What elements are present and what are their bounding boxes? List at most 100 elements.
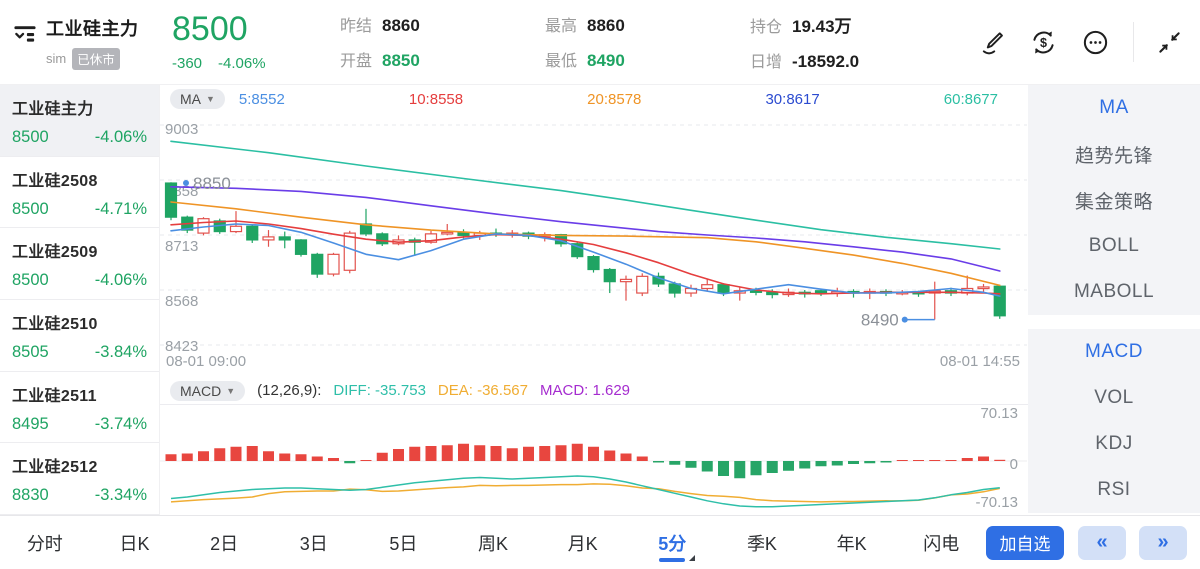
macd-bar	[441, 445, 453, 461]
watchlist-item-name: 工业硅主力	[12, 101, 94, 118]
indicator-item-vol[interactable]: VOL	[1094, 387, 1134, 408]
tab-月K[interactable]: 月K	[538, 516, 628, 569]
macd-legend-value: DIFF: -35.753	[333, 382, 426, 399]
candle-body	[246, 225, 259, 241]
candle-body	[814, 290, 828, 294]
candle-body	[294, 239, 308, 255]
dea-line	[170, 483, 1000, 503]
tab-5日[interactable]: 5日	[359, 516, 449, 569]
macd-bar	[653, 461, 664, 463]
page-prev-button[interactable]: «	[1078, 525, 1126, 560]
ma-line-ma5	[170, 223, 1001, 297]
collapse-icon[interactable]	[1157, 30, 1182, 55]
watchlist-icon[interactable]	[12, 21, 37, 46]
indicator-item-rsi[interactable]: RSI	[1097, 479, 1131, 500]
indicator-item-maboll[interactable]: MABOLL	[1073, 281, 1155, 302]
indicator-item-kdj[interactable]: KDJ	[1095, 433, 1133, 454]
macd-legend-value: MACD: 1.629	[539, 382, 631, 399]
watchlist-item[interactable]: 工业硅2511 8495 -3.74%	[0, 372, 159, 444]
macd-bar	[246, 446, 258, 461]
macd-bar	[588, 446, 599, 461]
macd-bar	[490, 446, 502, 461]
tab-周K[interactable]: 周K	[448, 516, 538, 569]
market-status-badge: 已休市	[72, 47, 120, 70]
candle-body	[587, 256, 600, 271]
indicator-item-boll[interactable]: BOLL	[1088, 235, 1140, 256]
watchlist-item[interactable]: 工业硅2512 8830 -3.34%	[0, 443, 159, 516]
stat-label: 昨结	[340, 18, 373, 35]
tab-2日[interactable]: 2日	[179, 516, 269, 569]
draw-icon[interactable]	[979, 29, 1006, 56]
price-ytick: 8568	[165, 293, 198, 310]
tab-dropdown-caret	[689, 555, 696, 561]
macd-bar	[685, 461, 697, 468]
candle-body	[717, 284, 730, 294]
tab-分时[interactable]: 分时	[0, 516, 90, 569]
diff-line	[170, 475, 1000, 508]
time-tick-start: 08-01 09:00	[166, 353, 246, 370]
ma-line-ma20	[170, 201, 1001, 287]
macd-bar	[783, 461, 794, 471]
indicator-item-趋势先锋[interactable]: 趋势先锋	[1074, 145, 1153, 167]
macd-bar	[896, 460, 908, 461]
watchlist-item[interactable]: 工业硅2510 8505 -3.84%	[0, 300, 159, 372]
macd-bar	[311, 456, 323, 461]
currency-refresh-icon[interactable]: $	[1029, 28, 1058, 57]
add-watchlist-button[interactable]: 加自选	[986, 525, 1064, 560]
tab-日K[interactable]: 日K	[90, 516, 180, 569]
macd-bar	[458, 443, 469, 461]
watchlist-item-price: 8500	[12, 271, 49, 290]
macd-bar	[718, 461, 729, 476]
stat-value: -18592.0	[792, 52, 860, 71]
indicator-panel: MA 趋势先锋集金策略 BOLL MABOLL MACD VOL KDJ RSI	[1028, 85, 1200, 515]
stat-value: 8850	[382, 51, 420, 70]
more-circle-icon[interactable]	[1081, 28, 1110, 57]
macd-ytick: 0	[1010, 456, 1018, 473]
macd-bar	[994, 459, 1006, 461]
watchlist-item-price: 8495	[12, 414, 49, 433]
stat-label: 开盘	[340, 53, 373, 70]
macd-bar	[945, 460, 957, 461]
macd-bar	[198, 451, 209, 461]
indicator-item-ma[interactable]: MA	[1099, 97, 1129, 118]
tab-闪电[interactable]: 闪电	[896, 516, 986, 569]
watchlist-item-name: 工业硅2509	[12, 244, 98, 262]
ma-legend-value: 5:8552	[238, 90, 285, 108]
macd-bar	[214, 448, 226, 461]
price-change: -360	[172, 55, 203, 72]
stat-row: 开盘 8850	[340, 47, 545, 71]
indicator-group-divider	[1028, 315, 1200, 329]
candle-body	[278, 236, 291, 241]
stat-column: 持仓 19.43万 日增 -18592.0	[750, 12, 955, 72]
watchlist-item-name: 工业硅2510	[12, 316, 98, 334]
watchlist-item-price: 8500	[12, 128, 49, 146]
tab-5分[interactable]: 5分	[627, 516, 717, 569]
tab-label: 季K	[746, 533, 777, 554]
macd-bar	[750, 461, 762, 476]
tab-季K[interactable]: 季K	[717, 516, 807, 569]
watchlist-item[interactable]: 工业硅2508 8500 -4.71%	[0, 157, 159, 229]
watchlist-item[interactable]: 工业硅主力 8500 -4.06%	[0, 85, 159, 157]
tab-3日[interactable]: 3日	[269, 516, 359, 569]
macd-selector[interactable]: MACD ▼	[170, 380, 246, 401]
watchlist-item[interactable]: 工业硅2509 8500 -4.06%	[0, 228, 159, 301]
macd-chart[interactable]: 70.13 0 -70.13	[160, 405, 1027, 514]
header: 工业硅主力 sim 已休市 8500 -360 -4.06% 昨结 8860 开盘 8…	[0, 0, 1200, 85]
tab-label: 5日	[389, 533, 418, 554]
indicator-item-macd[interactable]: MACD	[1085, 341, 1143, 362]
candle-body	[441, 231, 454, 235]
last-price: 8500	[172, 10, 248, 48]
macd-bar	[848, 461, 859, 464]
macd-bar	[880, 461, 892, 463]
watchlist-item-pct: -3.34%	[94, 486, 147, 505]
ma-selector[interactable]: MA ▼	[170, 89, 225, 109]
stat-row: 昨结 8860	[340, 12, 545, 36]
tab-年K[interactable]: 年K	[807, 516, 897, 569]
page-next-button[interactable]: »	[1139, 525, 1187, 560]
watchlist-item-pct: -4.06%	[94, 271, 147, 290]
instrument-block[interactable]: 工业硅主力 sim 已休市	[0, 15, 168, 70]
indicator-item-集金策略[interactable]: 集金策略	[1074, 191, 1153, 213]
price-block: 8500 -360 -4.06%	[168, 12, 340, 72]
macd-bar	[978, 456, 989, 461]
